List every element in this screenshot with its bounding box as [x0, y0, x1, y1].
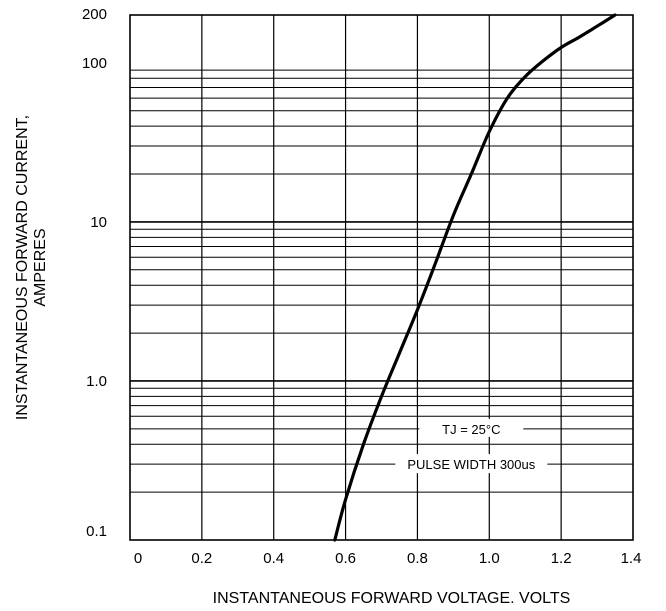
annotation-bg-pulse — [395, 454, 548, 474]
y-axis-label: INSTANTANEOUS FORWARD CURRENT, AMPERES — [14, 115, 49, 420]
x-tick-label: 1.2 — [551, 550, 572, 567]
y-tick-label: 200 — [82, 6, 107, 23]
y-axis-label-line-2: AMPERES — [32, 228, 49, 306]
series-line — [333, 13, 617, 542]
annotation-pulse-width: PULSE WIDTH 300us — [407, 457, 535, 472]
x-tick-label: 1.0 — [479, 550, 500, 567]
annotation-group: TJ = 25°C PULSE WIDTH 300us — [395, 418, 548, 474]
x-tick-label: 0.2 — [191, 550, 212, 567]
x-axis-label: INSTANTANEOUS FORWARD VOLTAGE. VOLTS — [213, 590, 571, 607]
y-tick-label: 10 — [90, 214, 107, 231]
y-axis-label-line-1: INSTANTANEOUS FORWARD CURRENT, — [14, 115, 31, 420]
grid — [130, 15, 633, 540]
x-tick-label: 0.4 — [263, 550, 284, 567]
y-tick-label: 100 — [82, 55, 107, 72]
plot-frame — [129, 14, 634, 541]
x-tick-label: 0.8 — [407, 550, 428, 567]
x-tick-label: 1.4 — [621, 550, 642, 567]
y-tick-label: 1.0 — [86, 373, 107, 390]
y-tick-labels: 0.1 1.0 10 100 200 — [82, 6, 107, 540]
y-tick-label: 0.1 — [86, 523, 107, 540]
annotation-tj: TJ = 25°C — [442, 422, 500, 437]
x-tick-labels: 0 0.2 0.4 0.6 0.8 1.0 1.2 1.4 — [134, 550, 642, 567]
x-tick-label: 0 — [134, 550, 142, 567]
x-tick-label: 0.6 — [335, 550, 356, 567]
annotation-bg-tj — [419, 418, 524, 437]
series-curve-group — [333, 13, 617, 542]
